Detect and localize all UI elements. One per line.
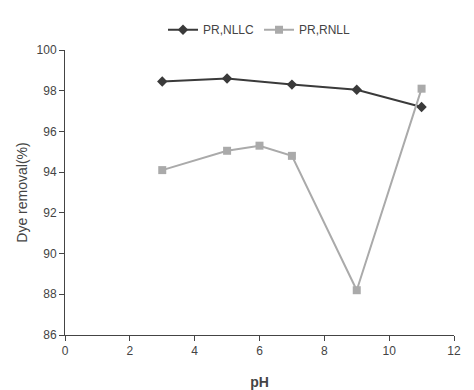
svg-text:12: 12 xyxy=(447,344,461,358)
svg-text:4: 4 xyxy=(191,344,198,358)
svg-text:100: 100 xyxy=(37,43,57,57)
svg-text:2: 2 xyxy=(126,344,133,358)
svg-text:Dye removal(%): Dye removal(%) xyxy=(14,142,30,242)
svg-text:90: 90 xyxy=(43,247,57,261)
svg-text:0: 0 xyxy=(62,344,69,358)
svg-text:98: 98 xyxy=(43,84,57,98)
svg-text:86: 86 xyxy=(43,328,57,342)
svg-text:pH: pH xyxy=(250,374,269,390)
svg-text:96: 96 xyxy=(43,125,57,139)
svg-text:88: 88 xyxy=(43,287,57,301)
svg-text:PR,RNLL: PR,RNLL xyxy=(299,23,350,37)
svg-text:6: 6 xyxy=(256,344,263,358)
svg-text:92: 92 xyxy=(43,206,57,220)
svg-text:PR,NLLC: PR,NLLC xyxy=(203,23,254,37)
svg-text:10: 10 xyxy=(382,344,396,358)
svg-text:94: 94 xyxy=(43,165,57,179)
svg-text:8: 8 xyxy=(321,344,328,358)
